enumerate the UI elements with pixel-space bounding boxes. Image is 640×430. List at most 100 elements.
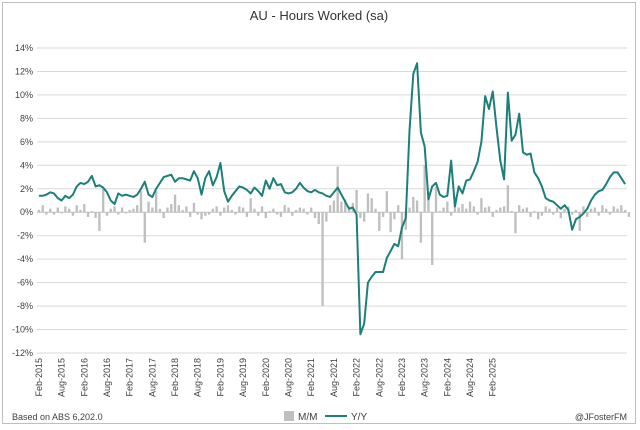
mm-bar [578,212,581,231]
mm-bar [185,206,188,213]
mm-bar [404,212,407,230]
x-tick-label: Feb-2025 [488,358,498,397]
mm-bar [449,212,453,216]
mm-bar [249,198,252,213]
mm-bar [612,206,615,213]
mm-bar [472,206,475,213]
legend-label-yy: Y/Y [351,412,367,423]
legend: M/M Y/Y [284,411,367,423]
mm-bar [215,206,218,213]
y-tick-label: 10% [15,90,33,100]
mm-bar [495,209,498,213]
mm-bar [412,196,415,213]
mm-bar [529,212,532,217]
mm-bar [310,207,313,213]
mm-bar [427,192,430,213]
chart-frame: AU - Hours Worked (sa) 14% 12% 10% 8% 6% 4% 2%… [2,2,636,424]
mm-bar [616,208,619,213]
mm-bar [245,212,249,217]
mm-bar [415,200,419,213]
mm-bar [344,199,347,213]
mm-bar [45,212,48,215]
y-tick-label: -6% [17,278,33,288]
mm-bar [136,205,139,213]
mm-bar [67,208,71,213]
y-tick-label: 2% [20,184,33,194]
x-tick-label: Aug-2015 [57,358,67,397]
y-tick-label: 0% [20,207,33,217]
mm-bar [86,212,90,217]
mm-bar [321,212,324,307]
y-tick-label: -12% [12,348,33,358]
mm-bar [223,207,226,213]
mm-bar [170,204,173,213]
mm-bar [64,206,67,213]
mm-bar [124,212,128,214]
mm-bar [620,205,623,213]
mm-bar [468,201,472,213]
mm-bar [287,207,290,213]
y-tick-label: -8% [17,301,33,311]
mm-bar [518,205,521,213]
mm-bar [355,189,358,213]
mm-bar [294,209,298,213]
mm-bar [260,206,264,213]
mm-bar [207,212,211,215]
mm-bar [166,207,169,213]
mm-bar [143,212,146,243]
mm-bar [605,208,608,213]
attribution: @JFosterFM [575,412,627,422]
mm-bar [298,207,302,213]
mm-bar [313,212,317,219]
mm-bar [487,206,491,213]
mm-bar [268,211,271,213]
mm-bar [189,212,192,217]
mm-bar [374,208,377,213]
mm-bar [173,194,177,213]
mm-bar [211,208,215,213]
mm-bar [241,207,245,213]
y-tick-label: -10% [12,325,33,335]
x-tick-label: Feb-2018 [170,358,180,397]
mm-bar [79,209,82,213]
x-tick-label: Feb-2017 [125,358,135,397]
mm-bar [151,207,154,213]
mm-bar [132,208,135,213]
x-tick-labels: Feb-2015 Aug-2015 Feb-2016 Aug-2016 Feb-2017… [34,358,498,397]
mm-bar [393,212,396,220]
mm-bar [366,193,370,213]
mm-bar [563,208,566,213]
mm-bar [423,165,426,213]
legend-label-mm: M/M [298,412,317,423]
mm-bar [147,201,150,213]
mm-bar [510,211,513,213]
x-tick-label: Feb-2021 [306,358,316,397]
x-tick-label: Feb-2015 [34,358,44,397]
mm-bar [117,212,120,215]
mm-bar [582,206,585,213]
mm-bar [238,206,241,213]
mm-bar [536,212,540,220]
mm-bar [306,212,309,215]
x-tick-label: Feb-2024 [442,358,452,397]
legend-swatch-mm [284,411,294,421]
mm-bar [52,212,56,215]
mm-bar [332,200,336,213]
x-tick-label: Feb-2019 [215,358,225,397]
mm-bar [389,212,392,233]
mm-bar [302,208,305,213]
x-tick-label: Aug-2021 [329,358,339,397]
x-tick-label: Aug-2023 [420,358,430,397]
mm-bar [544,206,547,213]
mm-bar [397,205,400,213]
mm-bar [431,212,434,266]
mm-bar [555,207,559,213]
mm-bar [438,211,441,213]
y-tick-label: -2% [17,231,33,241]
yy-line [38,62,626,336]
mm-bar [593,207,597,213]
y-tick-label: 14% [15,43,33,53]
mm-bar [257,212,260,216]
mm-bar [192,202,196,213]
x-tick-label: Aug-2022 [374,358,384,397]
